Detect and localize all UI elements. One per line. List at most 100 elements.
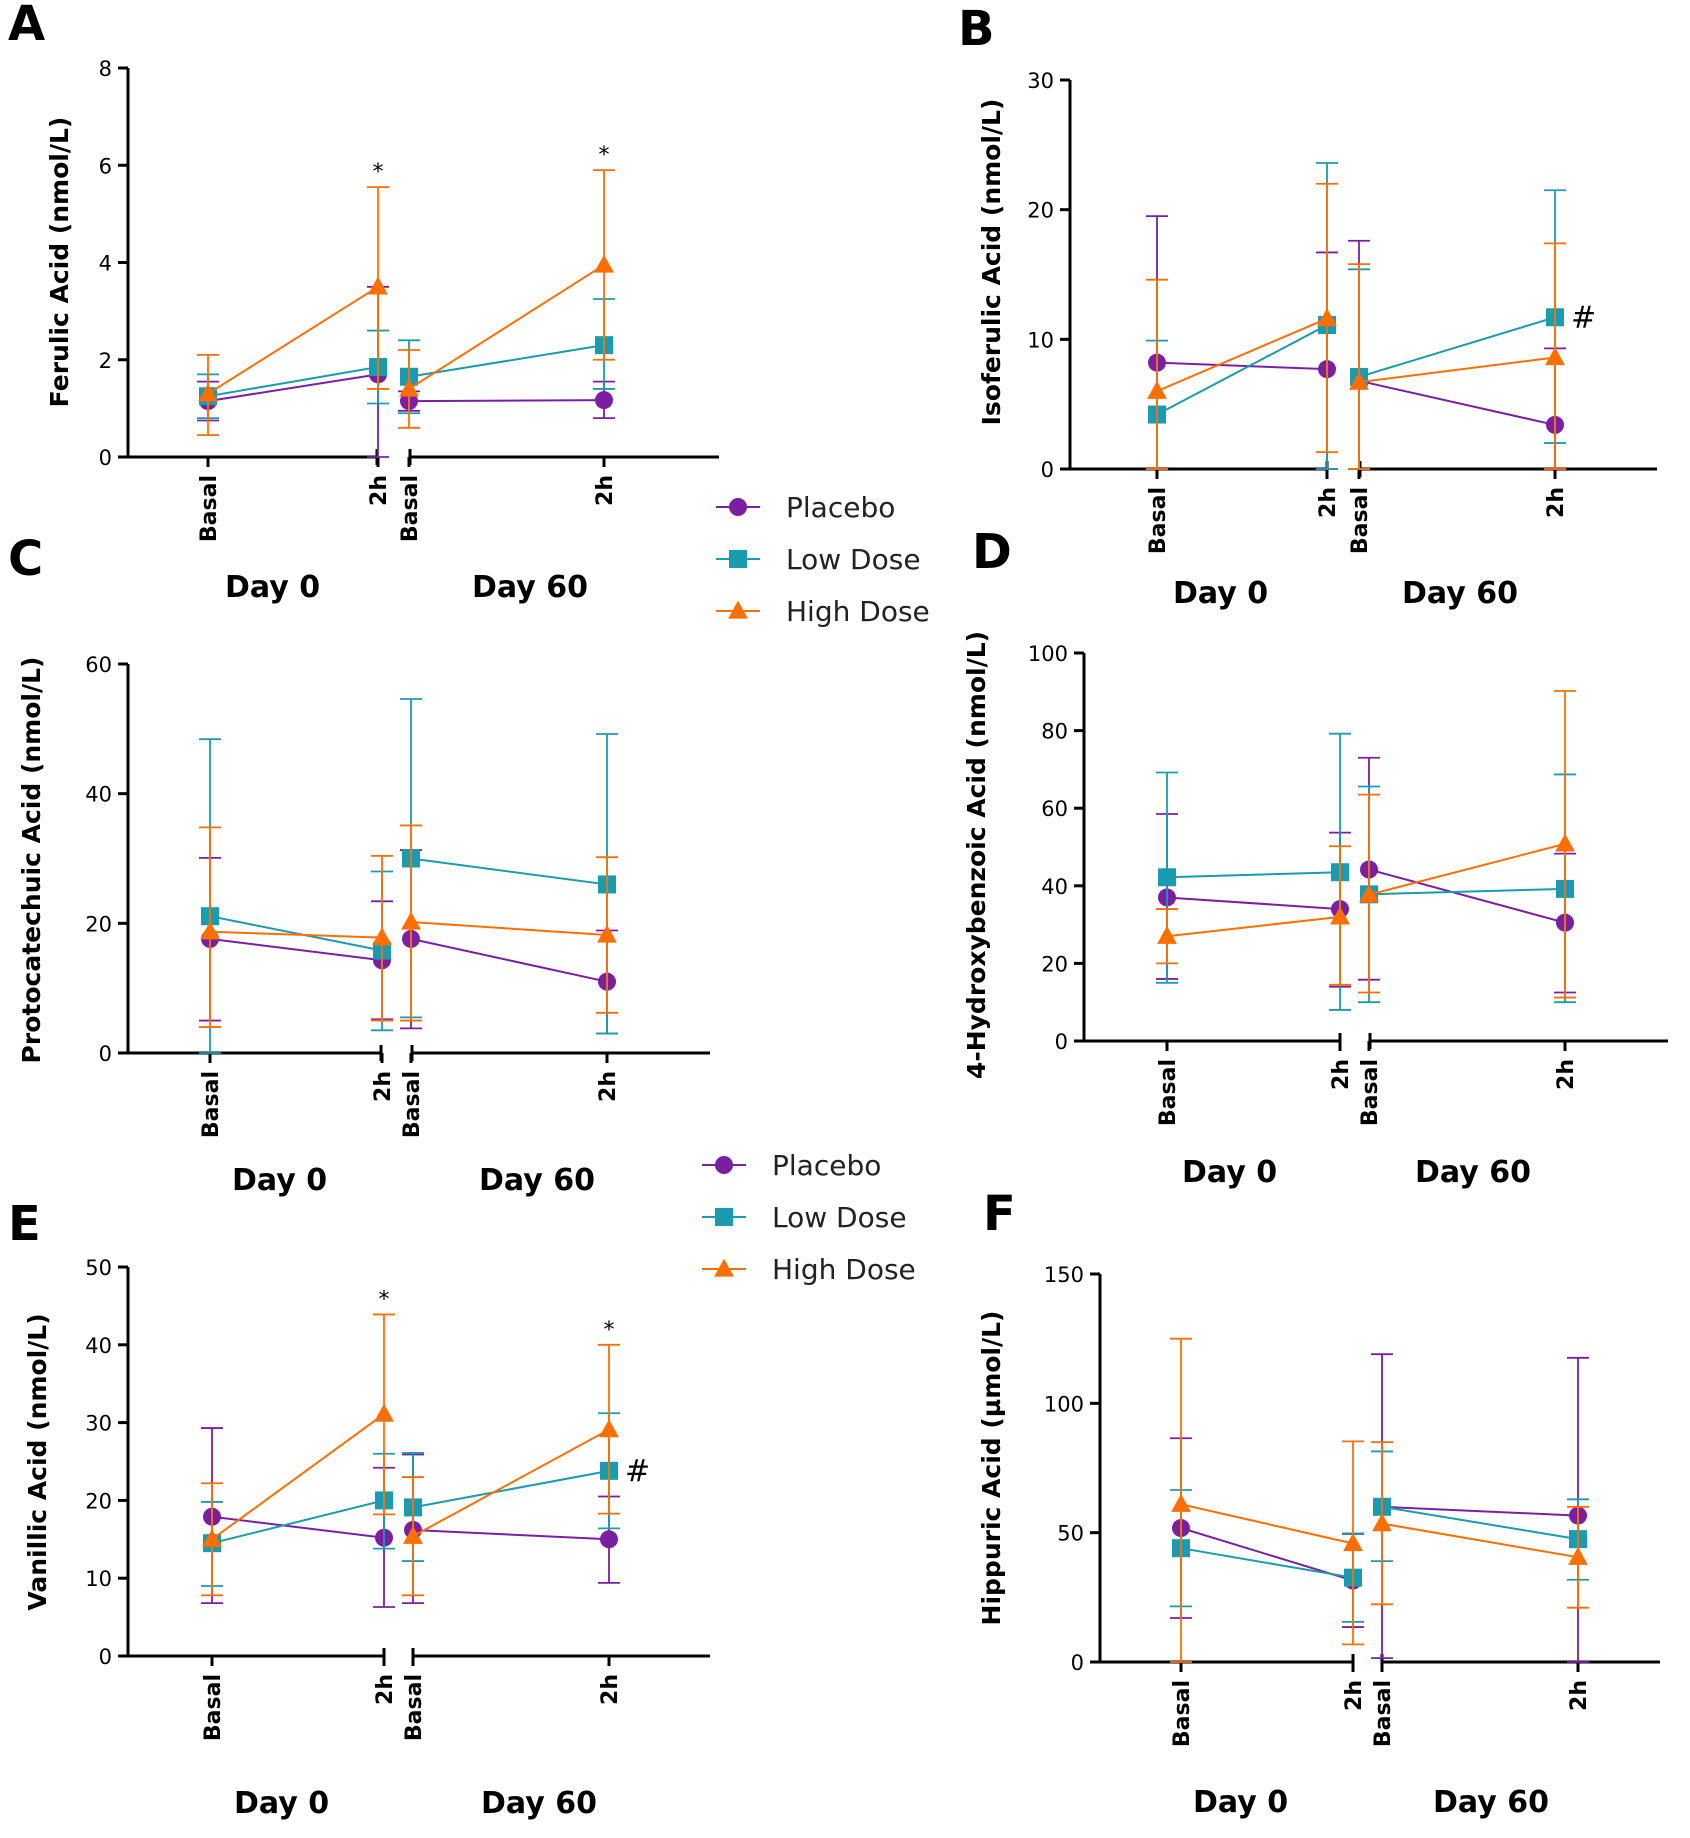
legend-label: Placebo xyxy=(772,1149,881,1182)
y-axis-label: 4-Hydroxybenzoic Acid (nmol/L) xyxy=(962,631,991,1079)
group-label: Day 60 xyxy=(479,1163,595,1198)
data-point xyxy=(600,1530,618,1549)
series-line xyxy=(1358,379,1556,426)
data-point xyxy=(1349,371,1369,390)
group-label: Day 0 xyxy=(1193,1785,1288,1820)
series-placebo xyxy=(201,1427,620,1608)
data-point xyxy=(202,1528,222,1547)
series-line xyxy=(1358,316,1556,378)
data-point xyxy=(200,921,220,940)
x-tick-label: 2h xyxy=(373,1674,398,1705)
x-tick-label: 2h xyxy=(593,475,618,506)
series-line xyxy=(207,373,379,403)
data-point xyxy=(1157,925,1177,944)
data-point xyxy=(1171,1493,1191,1512)
series-placebo xyxy=(1146,215,1566,470)
legend-label: High Dose xyxy=(786,595,930,628)
data-point xyxy=(403,1525,423,1544)
x-tick-label: Basal xyxy=(199,1071,224,1138)
data-point xyxy=(401,911,421,930)
x-tick-label: Basal xyxy=(1146,487,1171,554)
y-tick-label: 40 xyxy=(85,783,112,807)
chart-panel-c: C Protocatechuic Acid (nmol/L) 0 20 40 60 Basa… xyxy=(8,531,710,1198)
y-axis-label: Ferulic Acid (nmol/L) xyxy=(45,117,74,408)
series-high-dose xyxy=(199,824,618,1028)
x-tick-label: 2h xyxy=(598,1674,623,1705)
legend-marker xyxy=(729,498,747,516)
series-line xyxy=(1180,1503,1354,1545)
significance-marker: * xyxy=(379,1287,390,1312)
series-line xyxy=(412,1528,610,1541)
legend: Placebo Low Dose High Dose xyxy=(702,1149,916,1286)
group-label: Day 60 xyxy=(472,570,588,605)
series-line xyxy=(410,857,608,886)
series-line xyxy=(1156,361,1328,371)
series-line xyxy=(412,1428,610,1538)
y-tick-label: 4 xyxy=(99,252,112,276)
y-tick-label: 10 xyxy=(1027,328,1054,352)
y-tick-label: 0 xyxy=(1071,1651,1084,1675)
series-line xyxy=(209,930,383,939)
data-point xyxy=(1359,884,1379,903)
y-tick-label: 0 xyxy=(1041,458,1054,482)
data-point xyxy=(1147,380,1167,399)
y-tick-label: 0 xyxy=(99,1042,112,1066)
series-high-dose xyxy=(1170,1337,1589,1663)
x-tick-label: 2h xyxy=(367,475,392,506)
series-line xyxy=(1381,1505,1579,1517)
x-tick-label: Basal xyxy=(400,1071,425,1138)
y-axis-label: Protocatechuic Acid (nmol/L) xyxy=(17,657,46,1064)
series-line xyxy=(211,1499,385,1545)
y-tick-label: 20 xyxy=(85,1489,112,1513)
data-point xyxy=(1317,308,1337,327)
data-point xyxy=(1555,833,1575,852)
panel-letter: C xyxy=(8,531,43,587)
y-tick-label: 2 xyxy=(99,349,112,373)
data-point xyxy=(374,1403,394,1422)
legend: Placebo Low Dose High Dose xyxy=(716,491,930,628)
legend-marker xyxy=(715,1156,733,1174)
x-tick-label: Basal xyxy=(201,1674,226,1741)
series-line xyxy=(1156,317,1328,393)
series-line xyxy=(408,264,605,390)
series-low-dose xyxy=(1170,1450,1589,1623)
data-point xyxy=(1330,906,1350,925)
x-tick-label: Basal xyxy=(1170,1680,1195,1747)
group-label: Day 60 xyxy=(1402,576,1518,611)
y-tick-label: 0 xyxy=(99,1645,112,1669)
x-tick-label: 2h xyxy=(1316,487,1341,518)
data-point xyxy=(597,924,617,943)
series-line xyxy=(410,921,608,937)
x-tick-label: Basal xyxy=(1348,487,1373,554)
x-tick-label: 2h xyxy=(596,1071,621,1102)
group-label: Day 60 xyxy=(481,1786,597,1821)
series-line xyxy=(209,915,383,952)
data-point xyxy=(1158,868,1176,887)
group-label: Day 0 xyxy=(232,1163,327,1198)
panel-letter: B xyxy=(958,1,995,57)
series-line xyxy=(1358,356,1556,384)
x-tick-label: 2h xyxy=(1554,1059,1579,1090)
data-point xyxy=(1372,1513,1392,1532)
series-line xyxy=(1368,868,1566,924)
panel-letter: A xyxy=(8,0,45,52)
series-line xyxy=(1166,915,1341,938)
y-tick-label: 0 xyxy=(99,446,112,470)
series-line xyxy=(1166,871,1341,879)
x-tick-label: Basal xyxy=(1156,1059,1181,1126)
series-low-dose xyxy=(201,1412,620,1587)
series-line xyxy=(1381,1505,1579,1541)
y-tick-label: 80 xyxy=(1041,720,1068,744)
data-point xyxy=(1343,1533,1363,1552)
data-point xyxy=(594,254,614,273)
significance-marker: * xyxy=(604,1318,615,1343)
y-tick-label: 60 xyxy=(1041,797,1068,821)
data-point xyxy=(372,927,392,946)
series-line xyxy=(408,399,605,403)
y-axis-label: Hippuric Acid (µmol/L) xyxy=(977,1311,1006,1626)
series-line xyxy=(1180,1547,1354,1579)
series-line xyxy=(410,937,608,983)
